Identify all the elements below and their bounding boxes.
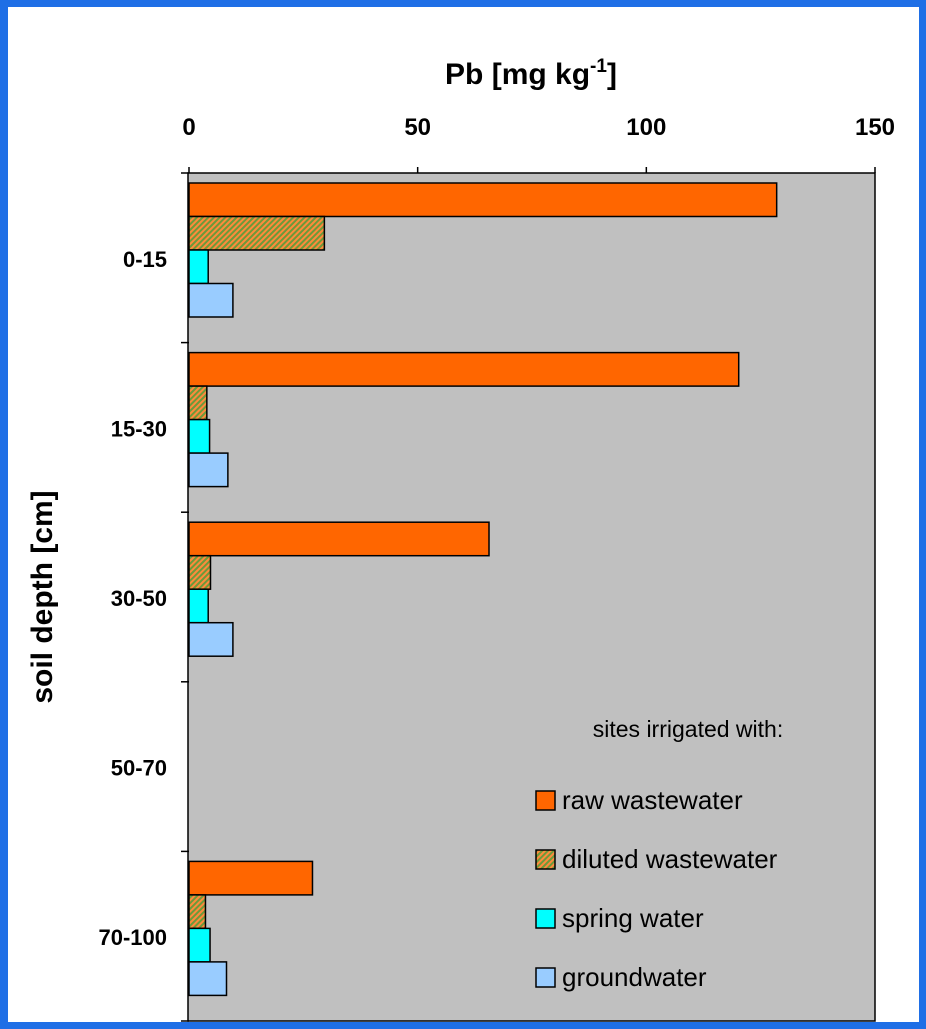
bars [188, 182, 778, 997]
title-main: Pb [mg kg [445, 58, 590, 91]
title-superscript: -1 [590, 56, 607, 77]
y-axis: 0-15 15-30 30-50 50-70 70-100 [98, 172, 189, 1022]
y-category-label: 0-15 [123, 247, 167, 272]
x-tick-label: 150 [855, 114, 895, 141]
bar-raw-wastewater-15-30 [188, 351, 740, 387]
title-end: ] [607, 58, 617, 91]
svg-text:Pb [mg kg-1]: Pb [mg kg-1] [445, 56, 617, 91]
legend-label: groundwater [562, 962, 707, 992]
legend: sites irrigated with: raw wastewater dilu… [535, 716, 783, 992]
bar-diluted-wastewater-30-50 [188, 554, 212, 590]
bar-raw-wastewater-0-15 [188, 182, 778, 218]
bar-spring-water-15-30 [188, 418, 211, 454]
x-tick-label: 50 [404, 114, 431, 141]
legend-swatch [535, 908, 556, 929]
legend-label: diluted wastewater [562, 844, 778, 874]
bar-spring-water-0-15 [188, 249, 209, 285]
bar-spring-water-30-50 [188, 588, 209, 624]
legend-swatch [535, 967, 556, 988]
legend-label: spring water [562, 903, 704, 933]
y-category-label: 15-30 [111, 416, 167, 441]
x-tick-label: 100 [626, 114, 666, 141]
y-category-label: 70-100 [98, 925, 167, 950]
x-axis: 0 50 100 150 [182, 114, 895, 173]
legend-label: raw wastewater [562, 785, 743, 815]
y-category-label: 30-50 [111, 586, 167, 611]
y-axis-label: soil depth [cm] [26, 490, 59, 703]
x-tick-label: 0 [182, 114, 195, 141]
y-category-label: 50-70 [111, 756, 167, 781]
bar-raw-wastewater-30-50 [188, 521, 490, 557]
bar-groundwater-0-15 [188, 282, 234, 318]
legend-title: sites irrigated with: [593, 716, 783, 742]
bar-diluted-wastewater-15-30 [188, 385, 208, 421]
bar-raw-wastewater-70-100 [188, 860, 314, 896]
legend-swatch [535, 790, 556, 811]
bar-groundwater-70-100 [188, 961, 228, 997]
chart-title: Pb [mg kg-1] [445, 56, 617, 91]
bar-spring-water-70-100 [188, 927, 211, 963]
bar-diluted-wastewater-0-15 [188, 215, 326, 251]
bar-groundwater-30-50 [188, 621, 234, 657]
bar-diluted-wastewater-70-100 [188, 894, 207, 930]
bar-groundwater-15-30 [188, 452, 229, 488]
legend-swatch [535, 849, 556, 870]
